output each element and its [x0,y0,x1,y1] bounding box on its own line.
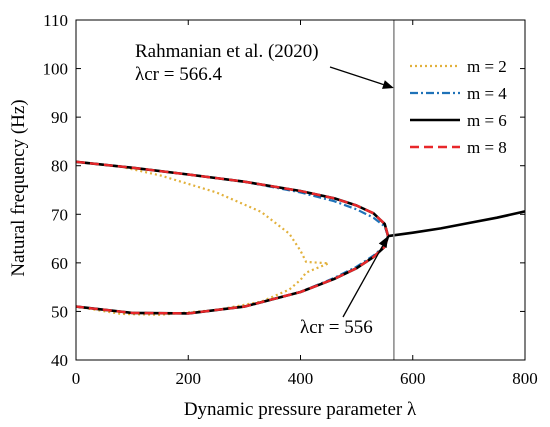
series-line [75,160,330,316]
legend: m = 2 m = 4 m = 6 m = 8 [403,45,521,159]
y-axis-label: Natural frequency (Hz) [8,99,29,276]
legend-label: m = 2 [467,57,507,76]
legend-entry: m = 6 [410,111,507,130]
series-line [387,210,526,238]
y-tick-label: 40 [51,351,68,370]
x-tick-label: 200 [176,369,202,388]
legend-label: m = 4 [467,84,507,103]
x-tick-label: 800 [512,369,538,388]
legend-entry: m = 8 [410,138,507,157]
series-line [75,160,390,315]
y-tick-label: 50 [51,302,68,321]
annotation-rahmanian-line1: Rahmanian et al. (2020) [135,41,319,62]
y-tick-label: 60 [51,254,68,273]
series-line [75,160,390,315]
annotation-arrow [342,245,384,318]
x-tick-label: 0 [72,369,81,388]
y-tick-label: 100 [43,60,69,79]
annotation-arrow-head [382,80,394,89]
annotation-rahmanian-line2: λcr = 566.4 [135,64,222,85]
legend-entry: m = 4 [410,84,507,103]
legend-label: m = 8 [467,138,507,157]
annotation-arrow-head [378,236,389,248]
y-tick-label: 70 [51,205,68,224]
annotation-arrow [329,66,384,86]
y-tick-label: 110 [43,11,68,30]
annotation-rahmanian: Rahmanian et al. (2020) λcr = 566.4 [135,41,394,89]
legend-label: m = 6 [467,111,507,130]
legend-entry: m = 2 [410,57,507,76]
y-tick-label: 80 [51,157,68,176]
x-tick-label: 600 [400,369,426,388]
annotation-lambda-cr-text: λcr = 556 [300,317,373,338]
y-tick-label: 90 [51,108,68,127]
x-axis: 0 200 400 600 800 [72,20,538,388]
series-line [75,160,390,315]
annotation-lambda-cr: λcr = 556 [300,236,389,338]
x-tick-label: 400 [288,369,314,388]
plot-layer [75,160,526,316]
x-axis-label: Dynamic pressure parameter λ [184,399,417,420]
legend-box [403,45,521,159]
y-axis: 40 50 60 70 80 90 100 110 [43,11,525,370]
